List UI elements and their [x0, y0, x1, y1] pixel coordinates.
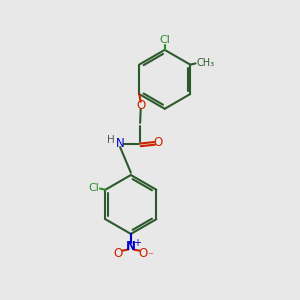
- Text: Cl: Cl: [88, 183, 99, 193]
- Text: N: N: [116, 137, 124, 150]
- Text: +: +: [133, 238, 141, 248]
- Text: O: O: [114, 247, 123, 260]
- Text: N: N: [126, 240, 136, 253]
- Text: ⁻: ⁻: [147, 252, 153, 262]
- Text: O: O: [153, 136, 162, 148]
- Text: O: O: [136, 99, 145, 112]
- Text: CH₃: CH₃: [197, 58, 215, 68]
- Text: O: O: [139, 247, 148, 260]
- Text: H: H: [107, 135, 115, 145]
- Text: Cl: Cl: [159, 34, 170, 45]
